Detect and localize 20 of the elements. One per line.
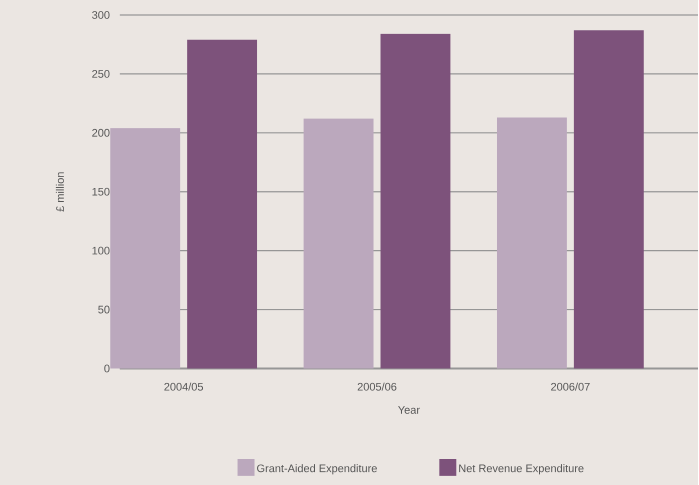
y-tick-label: 300: [92, 10, 110, 19]
bar: [110, 128, 180, 368]
bar: [187, 40, 258, 368]
y-tick-label: 200: [92, 128, 110, 137]
y-tick-label: 0: [104, 364, 110, 372]
y-axis-title: £ million: [56, 172, 64, 212]
x-tick-label: 2006/07: [551, 382, 590, 391]
y-tick-label: 150: [92, 188, 110, 196]
bar: [304, 118, 374, 368]
bar: [496, 117, 567, 368]
bar: [574, 30, 644, 368]
x-tick-label: 2004/05: [164, 382, 204, 391]
x-tick-label: 2005/06: [358, 382, 396, 391]
y-tick-label: 50: [98, 306, 110, 314]
y-tick-label: 250: [92, 70, 110, 78]
y-tick-label: 100: [92, 246, 110, 254]
bar: [380, 34, 450, 368]
legend-label: Net Revenue Expenditure: [459, 464, 584, 474]
x-axis-title: Year: [398, 406, 420, 414]
legend-label: Grant-Aided Expenditure: [257, 464, 377, 474]
